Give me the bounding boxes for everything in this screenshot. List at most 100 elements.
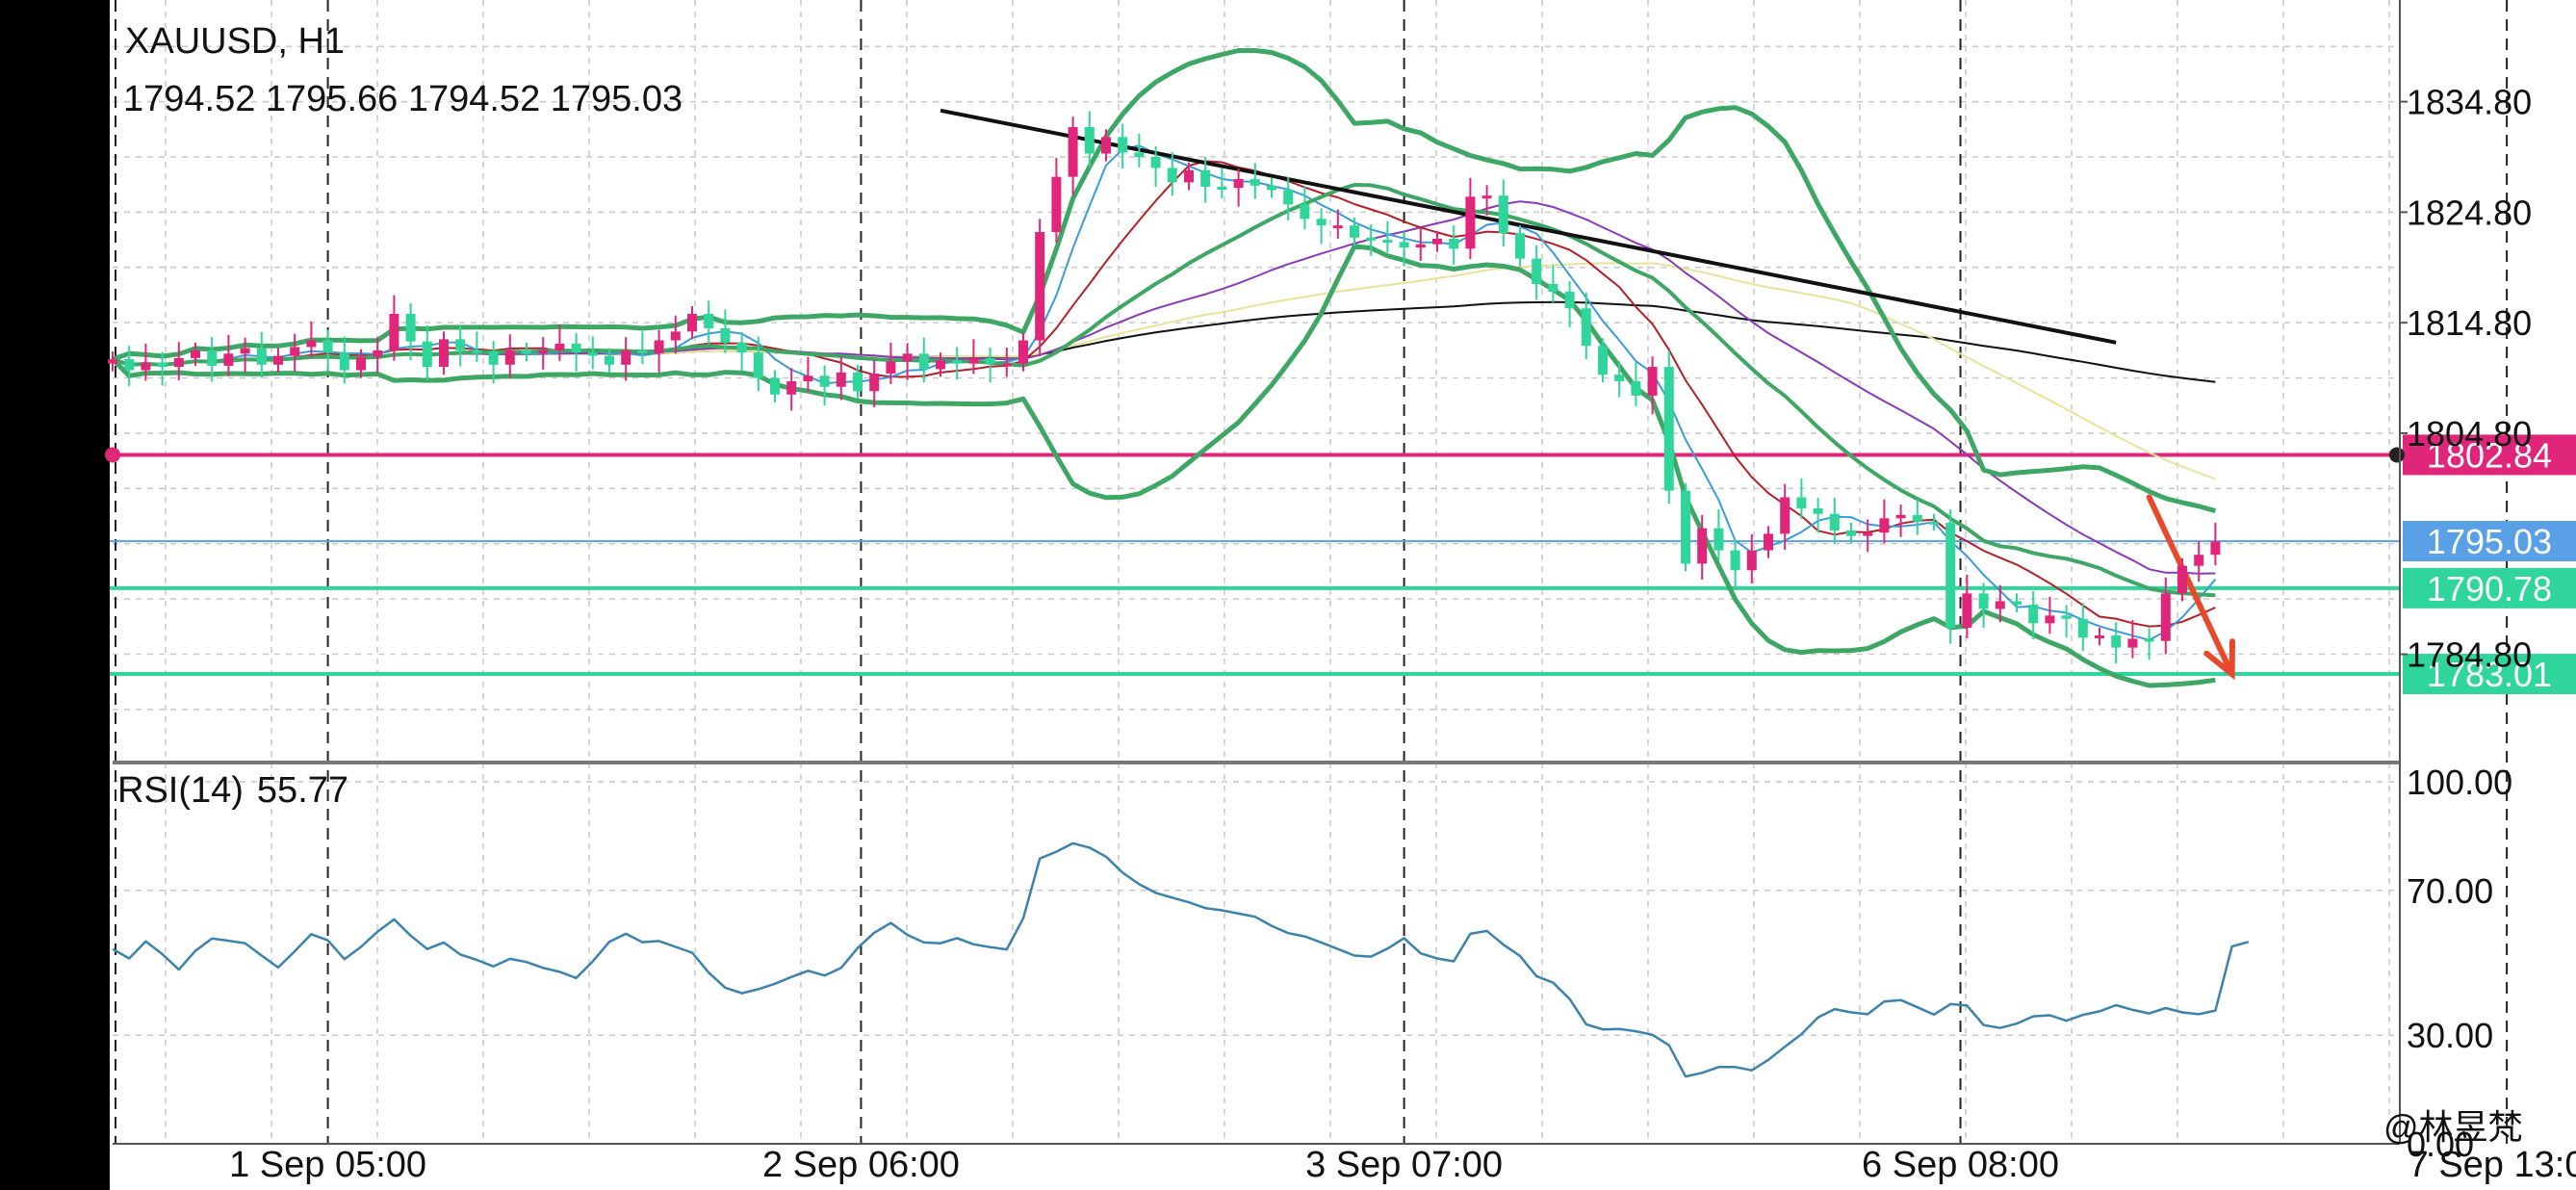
candle-body <box>753 352 763 378</box>
candle-body <box>141 362 151 371</box>
level-anchor-left <box>105 447 120 463</box>
candle-body <box>108 359 117 364</box>
candle-body <box>853 372 863 392</box>
candle-body <box>720 327 731 343</box>
candle-body <box>1001 363 1012 367</box>
candle-body <box>936 360 945 370</box>
candle-body <box>256 348 267 365</box>
candle-body <box>2210 541 2221 556</box>
candle-body <box>1813 508 1823 514</box>
level-tag <box>2403 654 2576 695</box>
candle-body <box>2012 601 2022 605</box>
candle-body <box>2095 635 2104 638</box>
rsi-tick-label: 70.00 <box>2407 871 2493 911</box>
candle-body <box>1846 530 1856 536</box>
arrow-shaft <box>2146 494 2235 678</box>
arrow-head <box>2203 638 2236 681</box>
candle-body <box>637 349 648 354</box>
candle-body <box>207 349 218 366</box>
candle-body <box>1515 233 1525 259</box>
candle-body <box>1481 195 1492 199</box>
candle-body <box>1614 375 1625 381</box>
candle-body <box>1200 169 1211 187</box>
ohlc-readout: 1794.52 1795.66 1794.52 1795.03 <box>123 79 683 119</box>
candle-body <box>1962 593 1972 628</box>
candle-body <box>1267 185 1276 191</box>
candle-body <box>472 349 482 353</box>
candle-body <box>356 356 366 371</box>
candle-body <box>968 357 979 364</box>
candle-body <box>240 348 250 354</box>
rsi-tick-label: 100.00 <box>2407 763 2512 802</box>
candle-body <box>1018 340 1028 364</box>
level-tag <box>2403 521 2576 562</box>
candle-body <box>2144 638 2154 642</box>
candle-body <box>869 373 880 392</box>
candle-body <box>1184 169 1194 183</box>
candle-body <box>1681 490 1690 564</box>
candle-body <box>770 377 780 395</box>
candle-body <box>1300 204 1310 220</box>
candle-body <box>2077 618 2088 638</box>
level-tag-label: 1783.01 <box>2427 655 2552 694</box>
candle-body <box>488 351 499 365</box>
candle-body <box>1764 533 1773 551</box>
candle-body <box>1035 232 1045 341</box>
candle-body <box>373 349 383 357</box>
candle-body <box>1465 196 1476 249</box>
watermark: @林昱梵 <box>2383 1107 2523 1147</box>
candle-body <box>587 352 598 356</box>
level-tag <box>2403 567 2576 608</box>
candle-body <box>1647 367 1658 396</box>
candle-body <box>290 347 300 356</box>
candle-body <box>1532 258 1542 284</box>
level-tag-label: 1790.78 <box>2427 569 2552 608</box>
price-tick-label: 1834.80 <box>2407 83 2532 122</box>
candle-body <box>1796 497 1807 508</box>
candle-body <box>504 349 515 365</box>
candle-body <box>704 313 714 328</box>
rsi-panel <box>112 841 2250 1078</box>
candle-body <box>1068 127 1078 177</box>
time-tick-label: 3 Sep 07:00 <box>1305 1145 1503 1185</box>
candle-body <box>2045 615 2055 624</box>
candle-body <box>1233 178 1244 189</box>
candle-body <box>2127 638 2138 648</box>
candle-body <box>1697 528 1708 564</box>
candle-body <box>886 361 896 374</box>
candle-body <box>1084 127 1095 154</box>
price-tick-label: 1814.80 <box>2407 303 2532 343</box>
candle-body <box>687 313 697 332</box>
candle-body <box>985 357 995 364</box>
candle-body <box>1332 225 1343 229</box>
candle-body <box>1548 283 1558 293</box>
candles <box>108 111 2221 664</box>
candle-body <box>571 343 581 353</box>
candle-body <box>1713 528 1724 551</box>
candle-body <box>339 352 349 371</box>
level-tag <box>2403 434 2576 476</box>
axes: 1834.80 1824.80 1814.80 1804.80 1784.80 100.0… <box>113 0 2576 1185</box>
candle-body <box>1978 593 1989 609</box>
rsi-line <box>112 841 2250 1078</box>
candle-body <box>191 349 200 358</box>
candle-body <box>1217 186 1227 190</box>
chart-title: XAUUSD, H1 <box>125 21 345 62</box>
candle-body <box>1498 195 1508 234</box>
candle-body <box>836 372 846 387</box>
candle-body <box>1746 550 1757 571</box>
candle-body <box>952 360 963 364</box>
rsi-label: RSI(14) 55.77 <box>117 770 348 811</box>
rsi-tick-label: 0.00 <box>2407 1125 2474 1164</box>
candle-body <box>157 362 167 368</box>
bollinger-middle-line <box>112 183 2216 598</box>
candle-body <box>1101 137 1111 154</box>
candle-body <box>1863 532 1873 536</box>
candle-body <box>1382 240 1393 244</box>
candle-body <box>1399 242 1409 248</box>
candle-body <box>819 375 830 387</box>
time-tick-label: 6 Sep 08:00 <box>1862 1145 2059 1185</box>
candle-body <box>1995 601 2005 609</box>
candle-body <box>124 359 135 371</box>
